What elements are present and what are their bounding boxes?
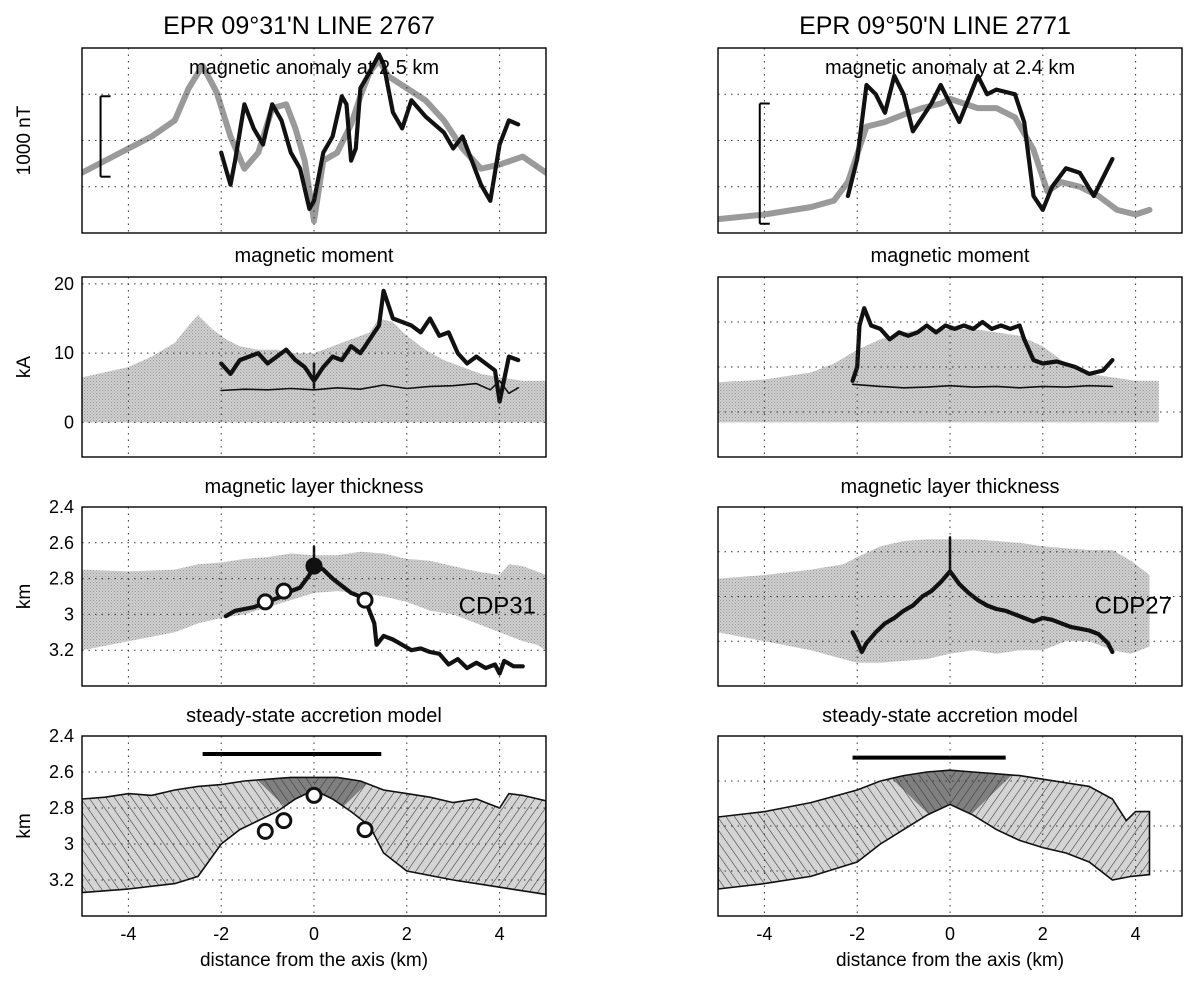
y-tick-label: 10 (54, 343, 74, 363)
x-tick-label: 2 (402, 924, 412, 944)
plot-frame (81, 735, 547, 917)
cdp-label: CDP31 (459, 592, 536, 619)
plot-frame (81, 276, 547, 458)
open-marker (256, 593, 274, 611)
minimum-moment-line (220, 380, 519, 395)
plot-area (718, 536, 1150, 663)
plot-frame (717, 735, 1183, 917)
model-left-half (82, 777, 314, 893)
panel-c1-moment: magnetic moment 0 10 20 kA (14, 245, 547, 458)
x-tick-label: 4 (1131, 924, 1141, 944)
panel-c2-accretion: steady-state accretion model -4 -2 0 2 4 dista… (717, 705, 1183, 971)
plot-frame (717, 47, 1183, 234)
x-axis-label: distance from the axis (km) (200, 950, 428, 971)
y-tick-label: 3.2 (49, 640, 74, 660)
y-tick-label: 2.6 (49, 762, 74, 782)
model-line (82, 57, 546, 224)
plot-area (82, 776, 546, 896)
open-marker (256, 822, 274, 840)
panel-c1-accretion: steady-state accretion model 2.4 2.6 2.8 3 3.… (14, 705, 547, 971)
plot-area (718, 306, 1159, 423)
observed-line (845, 73, 1115, 212)
panel-title: steady-state accretion model (186, 705, 442, 727)
x-tick-label: -4 (756, 924, 772, 944)
y-tick-label: 3 (64, 834, 74, 854)
panel-title: magnetic layer thickness (205, 476, 424, 498)
model-hatch (314, 777, 546, 895)
model-left-half (718, 770, 950, 889)
panel-c1-thickness: magnetic layer thickness 2.4 2.6 2.8 3 3.2 km C… (14, 476, 547, 687)
panel-c2-thickness: magnetic layer thickness CDP27 (717, 476, 1183, 687)
plot-frame (717, 506, 1183, 687)
y-tick-label: 3.2 (49, 870, 74, 890)
y-tick-label: 20 (54, 274, 74, 294)
x-axis-label: distance from the axis (km) (836, 950, 1064, 971)
panel-title: magnetic layer thickness (841, 476, 1060, 498)
x-tick-label: 2 (1038, 924, 1048, 944)
column-title-right: EPR 09°50'N LINE 2771 (799, 12, 1071, 40)
x-tick-label: -2 (849, 924, 865, 944)
y-axis-label: kA (14, 356, 35, 379)
panel-title: steady-state accretion model (822, 705, 1078, 727)
y-tick-label: 0 (64, 412, 74, 432)
open-marker (356, 821, 374, 839)
x-tick-label: 0 (945, 924, 955, 944)
thickness-envelope (82, 551, 546, 651)
y-tick-label: 2.6 (49, 533, 74, 553)
open-marker (305, 786, 323, 804)
model-hatch (718, 770, 950, 889)
model-hatch (950, 770, 1150, 880)
y-tick-label: 2.8 (49, 569, 74, 589)
observed-line (850, 306, 1115, 383)
panel-title: magnetic moment (235, 245, 394, 267)
x-tick-label: -2 (213, 924, 229, 944)
plot-area (718, 769, 1151, 890)
x-tick-label: -4 (120, 924, 136, 944)
model-right-half (950, 770, 1150, 880)
y-tick-label: 2.8 (49, 798, 74, 818)
thickness-envelope (718, 539, 1150, 663)
model-hatch (82, 777, 314, 893)
x-tick-label: 4 (495, 924, 505, 944)
plot-area (718, 73, 1153, 223)
open-marker (275, 812, 293, 830)
x-tick-label: 0 (309, 924, 319, 944)
plot-frame (717, 276, 1183, 458)
model-outline (82, 776, 546, 896)
y-axis-label: km (14, 584, 35, 609)
model-line (718, 95, 1153, 223)
filled-marker (305, 557, 323, 575)
open-marker (356, 591, 374, 609)
panel-c2-anomaly: magnetic anomaly at 2.4 km (717, 47, 1183, 234)
y-tick-label: 3 (64, 604, 74, 624)
model-outline (718, 769, 1151, 890)
panel-c2-moment: magnetic moment (717, 245, 1183, 458)
column-title-left: EPR 09°31'N LINE 2767 (163, 12, 435, 40)
observed-line (850, 569, 1115, 655)
y-tick-label: 2.4 (49, 497, 74, 517)
plot-frame (81, 47, 547, 234)
cdp-label: CDP27 (1095, 592, 1172, 619)
panel-title: magnetic moment (871, 245, 1030, 267)
y-axis-label: 1000 nT (14, 105, 35, 175)
model-right-half (314, 777, 546, 895)
minimum-moment-line (851, 383, 1114, 389)
plot-frame (81, 506, 547, 687)
observed-line (219, 52, 521, 211)
y-tick-label: 2.4 (49, 726, 74, 746)
open-marker (275, 582, 293, 600)
observed-line (219, 288, 521, 404)
plot-area (82, 52, 546, 224)
y-axis-label: km (14, 813, 35, 838)
model-core (875, 770, 1025, 835)
moment-envelope (718, 328, 1159, 423)
